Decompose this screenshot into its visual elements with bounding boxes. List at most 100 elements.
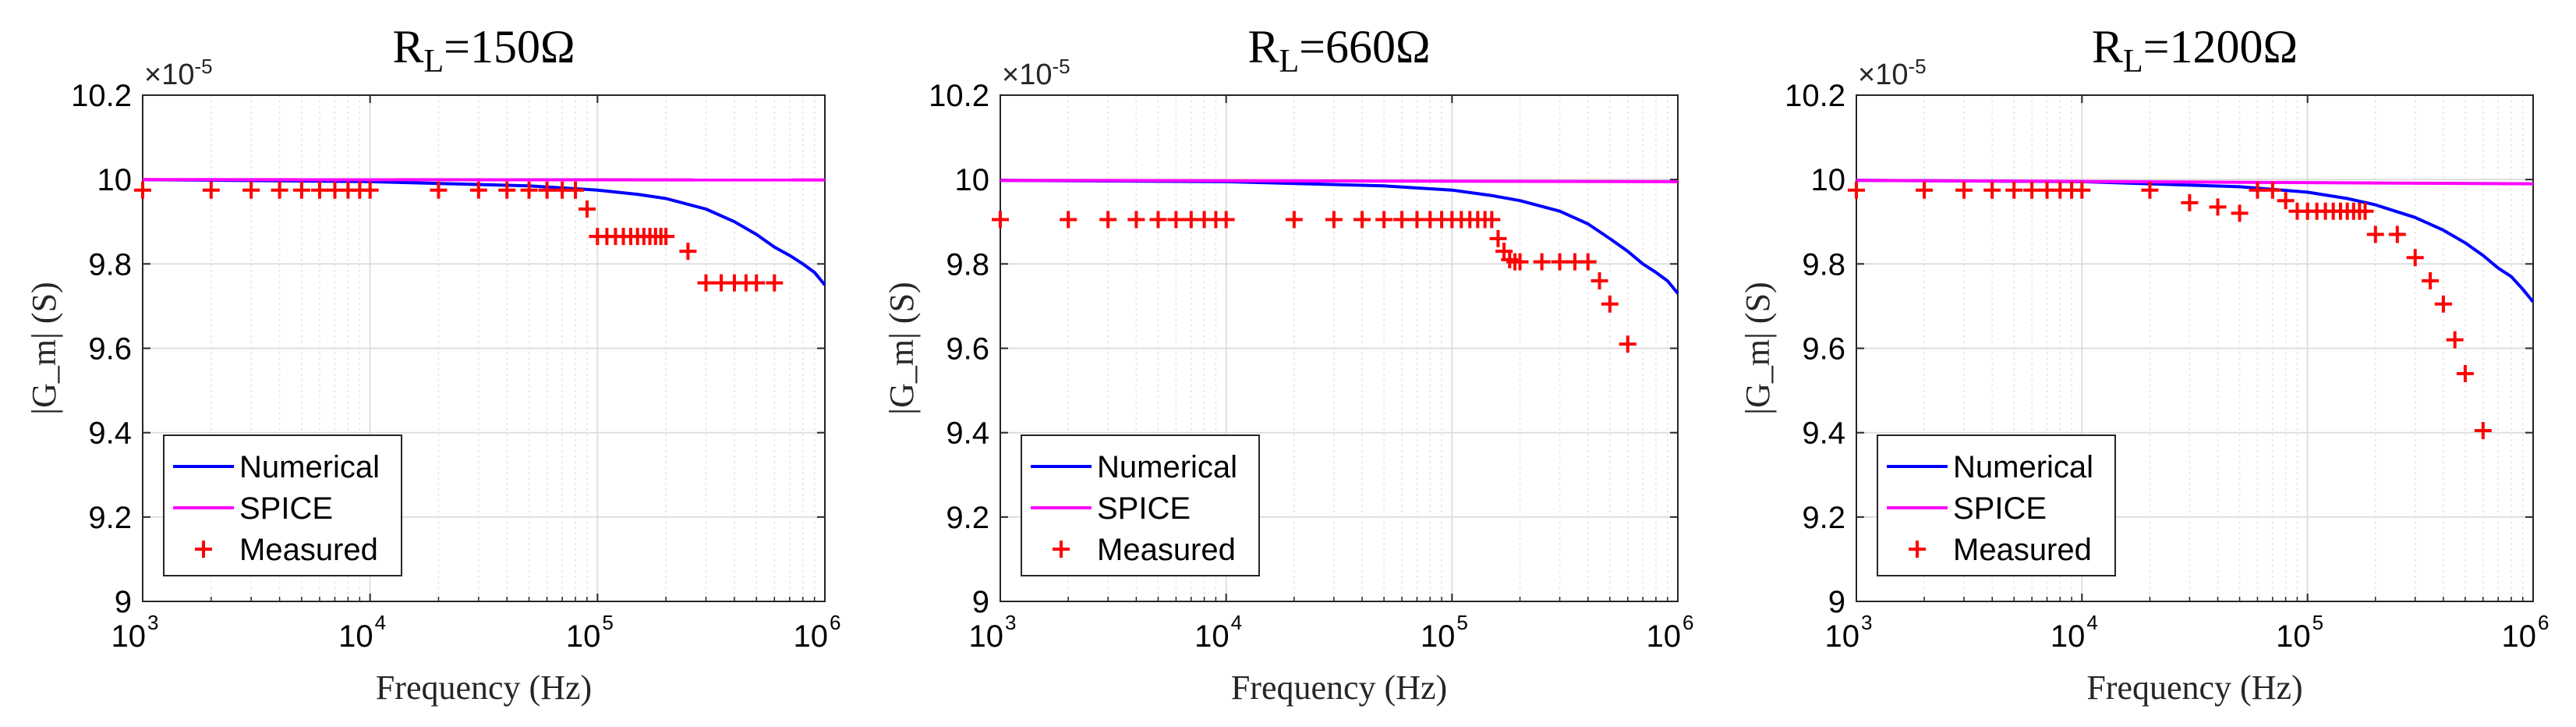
data-point-marker <box>1325 211 1343 229</box>
data-point-marker <box>697 274 715 292</box>
data-point-marker <box>2209 198 2227 216</box>
data-point-marker <box>1375 211 1393 229</box>
title-main: R <box>392 21 423 73</box>
y-axis-label: |G_m| (S) <box>883 282 921 414</box>
y-scale-factor: ×10-5 <box>1002 55 1070 91</box>
x-tick-label: 10 3 <box>1825 611 1873 654</box>
data-point-marker <box>1489 229 1507 247</box>
x-tick-exponent: 6 <box>830 611 840 634</box>
data-point-marker <box>520 181 538 199</box>
data-point-marker <box>2005 181 2023 199</box>
y-tick-label: 9 <box>1828 585 1845 619</box>
data-point-marker <box>2446 331 2464 349</box>
x-tick-exponent: 5 <box>2312 611 2323 634</box>
data-point-marker <box>2249 181 2266 199</box>
x-tick-base: 10 <box>1825 619 1860 654</box>
data-point-marker <box>2231 204 2249 222</box>
data-point-marker <box>538 181 556 199</box>
data-point-marker <box>2422 271 2440 289</box>
x-tick-label: 10 3 <box>111 611 159 654</box>
y-tick-label: 10 <box>955 163 990 197</box>
series-line-spice <box>1856 179 2534 186</box>
y-tick-label: 9.6 <box>946 332 989 367</box>
data-point-marker <box>1127 211 1145 229</box>
data-point-marker <box>1916 181 1934 199</box>
y-scale-base: ×10 <box>1858 59 1908 91</box>
x-tick-base: 10 <box>794 619 829 654</box>
series-markers-measured <box>1848 181 2492 439</box>
data-point-marker <box>2356 202 2374 220</box>
data-point-marker <box>1601 295 1619 313</box>
title-subscript: L <box>2123 44 2143 80</box>
chart-title: RL=1200Ω <box>2092 21 2298 80</box>
x-tick-exponent: 5 <box>1456 611 1467 634</box>
data-point-marker <box>2073 181 2091 199</box>
x-axis-label: Frequency (Hz) <box>376 668 592 707</box>
series-line-numerical <box>142 178 826 286</box>
y-tick-label: 9.2 <box>88 501 132 535</box>
x-tick-label: 10 4 <box>2051 611 2098 654</box>
data-point-marker <box>1353 211 1371 229</box>
data-point-marker <box>202 181 220 199</box>
data-point-marker <box>498 181 516 199</box>
legend-label-measured: Measured <box>1097 533 1236 567</box>
data-point-marker <box>2023 181 2041 199</box>
x-tick-label: 10 6 <box>1647 611 1694 654</box>
legend-marker-measured <box>1053 541 1070 558</box>
x-axis-label: Frequency (Hz) <box>2086 668 2302 707</box>
legend: Numerical SPICE Measured <box>1877 434 2116 576</box>
data-point-marker <box>1533 253 1551 271</box>
x-tick-label: 10 5 <box>2276 611 2323 654</box>
y-tick-label: 9.8 <box>946 247 989 282</box>
data-point-marker <box>1149 211 1167 229</box>
data-point-marker <box>271 181 288 199</box>
x-tick-exponent: 3 <box>1005 611 1016 634</box>
data-point-marker <box>748 274 766 292</box>
series-line-spice <box>1000 179 1679 183</box>
x-tick-label: 10 5 <box>566 611 614 654</box>
data-point-marker <box>2181 193 2199 211</box>
data-point-marker <box>1285 211 1303 229</box>
legend-label-spice: SPICE <box>239 491 333 526</box>
y-tick-label: 9 <box>115 585 132 619</box>
y-tick-label: 10.2 <box>1785 79 1845 113</box>
legend-label-spice: SPICE <box>1097 491 1191 526</box>
data-point-marker <box>1217 211 1235 229</box>
chart-title: RL=150Ω <box>392 21 575 80</box>
title-value: =660Ω <box>1299 21 1430 73</box>
legend: Numerical SPICE Measured <box>163 434 402 576</box>
title-subscript: L <box>1279 44 1299 80</box>
y-scale-factor: ×10-5 <box>144 55 213 91</box>
legend-marker-measured <box>1909 541 1926 558</box>
data-point-marker <box>1983 181 2001 199</box>
data-point-marker <box>1167 211 1185 229</box>
data-point-marker <box>2456 364 2474 382</box>
x-tick-base: 10 <box>111 619 147 654</box>
data-point-marker <box>2406 249 2424 267</box>
y-scale-base: ×10 <box>1002 59 1052 91</box>
x-tick-exponent: 3 <box>1861 611 1872 634</box>
data-point-marker <box>469 181 487 199</box>
x-tick-exponent: 3 <box>147 611 158 634</box>
x-axis-label: Frequency (Hz) <box>1231 668 1447 707</box>
data-point-marker <box>567 181 585 199</box>
y-tick-label: 9.8 <box>1802 247 1845 282</box>
data-point-marker <box>310 181 328 199</box>
data-point-marker <box>1393 211 1411 229</box>
x-tick-label: 10 3 <box>969 611 1017 654</box>
series-line-numerical <box>1000 179 1679 295</box>
legend-label-measured: Measured <box>1953 533 2092 567</box>
y-axis-label: |G_m| (S) <box>25 282 63 414</box>
x-tick-base: 10 <box>969 619 1004 654</box>
x-tick-label: 10 6 <box>794 611 841 654</box>
y-scale-exponent: -5 <box>1908 55 1926 78</box>
y-tick-label: 10 <box>97 163 133 197</box>
data-point-marker <box>361 181 379 199</box>
x-tick-base: 10 <box>1421 619 1456 654</box>
y-tick-label: 10.2 <box>929 79 989 113</box>
data-point-marker <box>1511 253 1529 271</box>
y-tick-label: 9 <box>972 585 989 619</box>
x-tick-base: 10 <box>2276 619 2311 654</box>
